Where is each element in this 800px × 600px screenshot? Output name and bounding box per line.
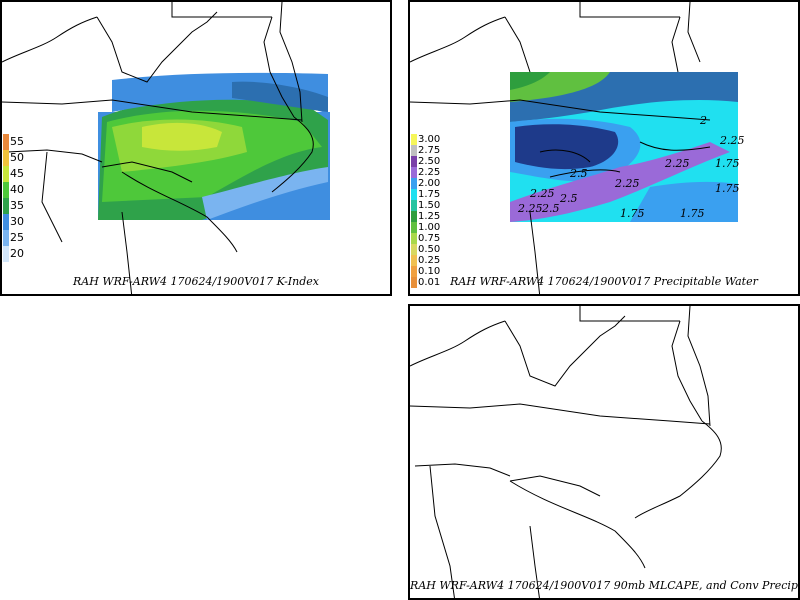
legend-swatch xyxy=(3,230,9,246)
legend-swatch xyxy=(3,198,9,214)
legend-label: 20 xyxy=(10,247,24,260)
kindex-caption: RAH WRF-ARW4 170624/1900V017 K-Index xyxy=(73,275,319,288)
pwat-legend: 3.00 2.75 2.50 2.25 2.00 1.75 1.50 1.25 1.00 0.75… xyxy=(411,134,461,288)
legend-entry: 1.25 xyxy=(411,211,461,222)
contour-label: 1.75 xyxy=(620,207,645,220)
legend-swatch xyxy=(411,277,417,288)
legend-swatch xyxy=(411,255,417,266)
legend-swatch xyxy=(411,189,417,200)
legend-swatch xyxy=(3,134,9,150)
legend-swatch xyxy=(411,156,417,167)
legend-label: 55 xyxy=(10,135,24,148)
legend-label: 1.00 xyxy=(418,222,441,233)
pwat-contour-labels: 2.5 2.25 2.25 1.75 1.75 2 1.75 2.25 2.5 … xyxy=(517,114,745,220)
legend-entry: 1.75 xyxy=(411,189,461,200)
legend-swatch xyxy=(411,134,417,145)
legend-entry: 35 xyxy=(3,198,53,214)
legend-entry: 0.01 xyxy=(411,277,461,288)
legend-entry: 2.00 xyxy=(411,178,461,189)
legend-swatch xyxy=(3,150,9,166)
legend-label: 0.01 xyxy=(418,277,441,288)
legend-label: 0.50 xyxy=(418,244,441,255)
legend-entry: 55 xyxy=(3,134,53,150)
contour-label: 2.25 xyxy=(614,177,640,190)
legend-swatch xyxy=(3,246,9,262)
legend-entry: 1.50 xyxy=(411,200,461,211)
contour-label: 2.25 xyxy=(517,202,543,215)
pwat-panel: 2.5 2.25 2.25 1.75 1.75 2 1.75 2.25 2.5 … xyxy=(408,0,800,296)
mlcape-panel: RAH WRF-ARW4 170624/1900V017 90mb MLCAPE… xyxy=(408,304,800,600)
legend-label: 40 xyxy=(10,183,24,196)
legend-label: 45 xyxy=(10,167,24,180)
legend-label: 1.75 xyxy=(418,189,441,200)
legend-entry: 20 xyxy=(3,246,53,262)
legend-swatch xyxy=(411,266,417,277)
legend-entry: 1.00 xyxy=(411,222,461,233)
legend-label: 30 xyxy=(10,215,24,228)
legend-swatch xyxy=(3,166,9,182)
legend-swatch xyxy=(411,145,417,156)
contour-label: 1.75 xyxy=(680,207,705,220)
legend-entry: 2.50 xyxy=(411,156,461,167)
legend-entry: 0.10 xyxy=(411,266,461,277)
legend-label: 1.25 xyxy=(418,211,441,222)
kindex-map xyxy=(2,2,330,294)
contour-label: 2.5 xyxy=(569,167,588,180)
legend-label: 25 xyxy=(10,231,24,244)
legend-label: 35 xyxy=(10,199,24,212)
legend-entry: 25 xyxy=(3,230,53,246)
legend-label: 2.50 xyxy=(418,156,441,167)
legend-label: 1.50 xyxy=(418,200,441,211)
legend-entry: 2.25 xyxy=(411,167,461,178)
pwat-field xyxy=(510,72,738,222)
legend-label: 2.25 xyxy=(418,167,441,178)
legend-swatch xyxy=(411,178,417,189)
mlcape-caption: RAH WRF-ARW4 170624/1900V017 90mb MLCAPE… xyxy=(410,579,798,592)
mlcape-outlines xyxy=(410,306,722,598)
legend-label: 0.10 xyxy=(418,266,441,277)
legend-entry: 0.75 xyxy=(411,233,461,244)
legend-entry: 40 xyxy=(3,182,53,198)
legend-swatch xyxy=(411,167,417,178)
contour-label: 1.75 xyxy=(715,182,740,195)
legend-label: 3.00 xyxy=(418,134,441,145)
legend-entry: 50 xyxy=(3,150,53,166)
pwat-map: 2.5 2.25 2.25 1.75 1.75 2 1.75 2.25 2.5 … xyxy=(410,2,745,294)
kindex-outlines xyxy=(2,2,314,294)
legend-entry: 45 xyxy=(3,166,53,182)
kindex-panel: 55 50 45 40 35 30 25 20 RAH WRF-ARW4 170624/190… xyxy=(0,0,392,296)
legend-swatch xyxy=(3,214,9,230)
pwat-outlines xyxy=(410,2,711,294)
legend-swatch xyxy=(411,244,417,255)
legend-entry: 2.75 xyxy=(411,145,461,156)
contour-label: 2.5 xyxy=(541,202,560,215)
legend-entry: 0.50 xyxy=(411,244,461,255)
kindex-legend: 55 50 45 40 35 30 25 20 xyxy=(3,134,53,262)
legend-swatch xyxy=(411,200,417,211)
legend-entry: 30 xyxy=(3,214,53,230)
contour-label: 2.25 xyxy=(664,157,690,170)
contour-label: 2.25 xyxy=(719,134,745,147)
legend-label: 50 xyxy=(10,151,24,164)
legend-swatch xyxy=(3,182,9,198)
contour-label: 1.75 xyxy=(715,157,740,170)
contour-label: 2 xyxy=(699,114,707,127)
legend-entry: 0.25 xyxy=(411,255,461,266)
legend-swatch xyxy=(411,211,417,222)
legend-entry: 3.00 xyxy=(411,134,461,145)
pwat-caption: RAH WRF-ARW4 170624/1900V017 Precipitabl… xyxy=(450,275,758,288)
contour-label: 2.25 xyxy=(529,187,555,200)
legend-label: 2.75 xyxy=(418,145,441,156)
mlcape-map xyxy=(410,306,722,598)
contour-label: 2.5 xyxy=(559,192,578,205)
legend-swatch xyxy=(411,233,417,244)
legend-label: 2.00 xyxy=(418,178,441,189)
legend-label: 0.25 xyxy=(418,255,441,266)
legend-label: 0.75 xyxy=(418,233,441,244)
kindex-field xyxy=(98,72,330,220)
legend-swatch xyxy=(411,222,417,233)
